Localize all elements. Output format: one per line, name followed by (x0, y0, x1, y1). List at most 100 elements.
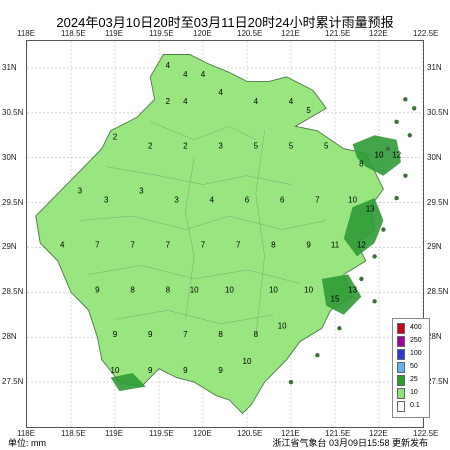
county-border (255, 130, 265, 338)
island (381, 227, 386, 232)
rainfall-legend: 400 250 100 50 25 10 0.1 (392, 318, 430, 418)
rainfall-value: 7 (95, 240, 100, 249)
rainfall-value: 9 (95, 285, 100, 294)
lon-tick-label: 120E (193, 429, 212, 438)
lat-tick-label: 29N (427, 242, 442, 252)
rainfall-value: 13 (366, 205, 375, 214)
rainfall-value: 10 (375, 151, 384, 160)
island (288, 379, 294, 385)
island (372, 254, 377, 259)
legend-swatch (397, 349, 405, 360)
rainfall-value: 4 (210, 196, 215, 205)
rainfall-value: 7 (201, 240, 206, 249)
island (394, 119, 399, 124)
legend-entry: 250 (397, 336, 429, 347)
lon-tick-label: 122.5E (413, 29, 439, 38)
legend-swatch (397, 323, 405, 334)
rainfall-values: 4 4 4 2 4 4 4 4 5 2 2 2 3 5 5 5 8 10 12 3 3 3 3 4 6 6 7 10 13 4 7 7 7 7 7 8… (60, 61, 402, 375)
rainfall-value: 10 (348, 196, 357, 205)
rainfall-value: 8 (271, 240, 276, 249)
lat-tick-label: 27.5N (2, 377, 24, 387)
lon-tick-label: 120.5E (237, 29, 263, 38)
lat-tick-label: 28.5N (427, 287, 449, 297)
lon-tick-label: 122.5E (413, 429, 439, 438)
rainfall-value: 5 (254, 142, 259, 151)
lat-tick-label: 28.5N (2, 287, 24, 297)
county-border (185, 157, 195, 320)
heavy-rain-area-southwest (110, 373, 146, 392)
lon-tick-label: 119.5E (149, 429, 174, 438)
map-frame: 4 4 4 2 4 4 4 4 5 2 2 2 3 5 5 5 8 10 12 3 3 3 3 4 6 6 7 10 13 4 7 7 7 7 7 8… (26, 40, 424, 428)
lon-tick-label: 122E (369, 429, 388, 438)
rainfall-value: 5 (306, 106, 311, 115)
rainfall-value: 8 (218, 330, 223, 339)
rainfall-value: 10 (225, 285, 234, 294)
county-borders (79, 121, 327, 338)
island (385, 146, 390, 151)
rainfall-value: 7 (166, 240, 171, 249)
rainfall-value: 9 (148, 330, 153, 339)
lon-tick-label: 119E (105, 29, 124, 38)
rainfall-value: 11 (331, 240, 340, 249)
island (372, 299, 377, 304)
legend-swatch (397, 401, 405, 412)
legend-entry: 0.1 (397, 401, 429, 412)
rainfall-value: 5 (289, 142, 294, 151)
legend-entry: 10 (397, 388, 429, 399)
lon-tick-label: 120E (193, 29, 212, 38)
rainfall-value: 3 (218, 142, 223, 151)
offshore-islands (288, 97, 417, 385)
county-border (114, 310, 274, 325)
rainfall-value: 7 (130, 240, 135, 249)
legend-label: 10 (410, 389, 418, 396)
legend-swatch (397, 388, 405, 399)
rainfall-value: 4 (218, 88, 223, 97)
legend-label: 400 (410, 324, 422, 331)
rainfall-value: 2 (183, 142, 188, 151)
rainfall-value: 12 (357, 240, 366, 249)
island (403, 97, 408, 102)
rainfall-value: 13 (348, 285, 357, 294)
rainfall-value: 8 (130, 285, 135, 294)
county-border (79, 215, 327, 230)
rainfall-value: 10 (190, 285, 199, 294)
island (394, 195, 399, 201)
island (403, 173, 408, 178)
lat-tick-label: 29.5N (2, 197, 24, 207)
lon-tick-label: 119.5E (149, 29, 174, 38)
lon-tick-label: 118E (17, 29, 36, 38)
rainfall-value: 7 (315, 196, 320, 205)
lon-tick-label: 120.5E (237, 429, 263, 438)
rainfall-value: 3 (139, 187, 144, 196)
lat-tick-label: 29.5N (427, 197, 449, 207)
lat-tick-label: 30.5N (2, 107, 24, 117)
province-land (35, 54, 384, 415)
map-title: 2024年03月10日20时至03月11日20时24小时累计雨量预报 (56, 15, 394, 30)
lat-tick-label: 27.5N (427, 377, 449, 387)
heavy-rain-area-east (343, 198, 384, 257)
rainfall-value: 2 (166, 97, 171, 106)
lon-tick-label: 118E (17, 429, 36, 438)
rainfall-value: 7 (236, 240, 241, 249)
rainfall-value: 7 (183, 330, 188, 339)
legend-entry: 400 (397, 323, 429, 334)
lon-tick-label: 121E (281, 429, 300, 438)
rainfall-value: 4 (60, 240, 65, 249)
lon-tick-label: 118.5E (61, 429, 86, 438)
lon-tick-label: 121E (281, 29, 300, 38)
rainfall-value: 6 (280, 196, 285, 205)
rainfall-value: 2 (148, 142, 153, 151)
lon-tick-label: 121.5E (325, 29, 351, 38)
lon-tick-label: 118.5E (61, 29, 86, 38)
rainfall-value: 4 (201, 70, 206, 79)
rainfall-value: 10 (243, 357, 252, 366)
unit-label: 单位: mm (8, 438, 46, 448)
lat-tick-label: 30N (427, 152, 442, 162)
heavy-rain-area-south (321, 274, 362, 315)
island (359, 276, 364, 282)
rainfall-value: 8 (166, 285, 171, 294)
rainfall-value: 4 (166, 61, 171, 70)
rainfall-value: 10 (278, 321, 287, 330)
lat-tick-label: 31N (2, 62, 17, 72)
county-border (106, 166, 292, 185)
